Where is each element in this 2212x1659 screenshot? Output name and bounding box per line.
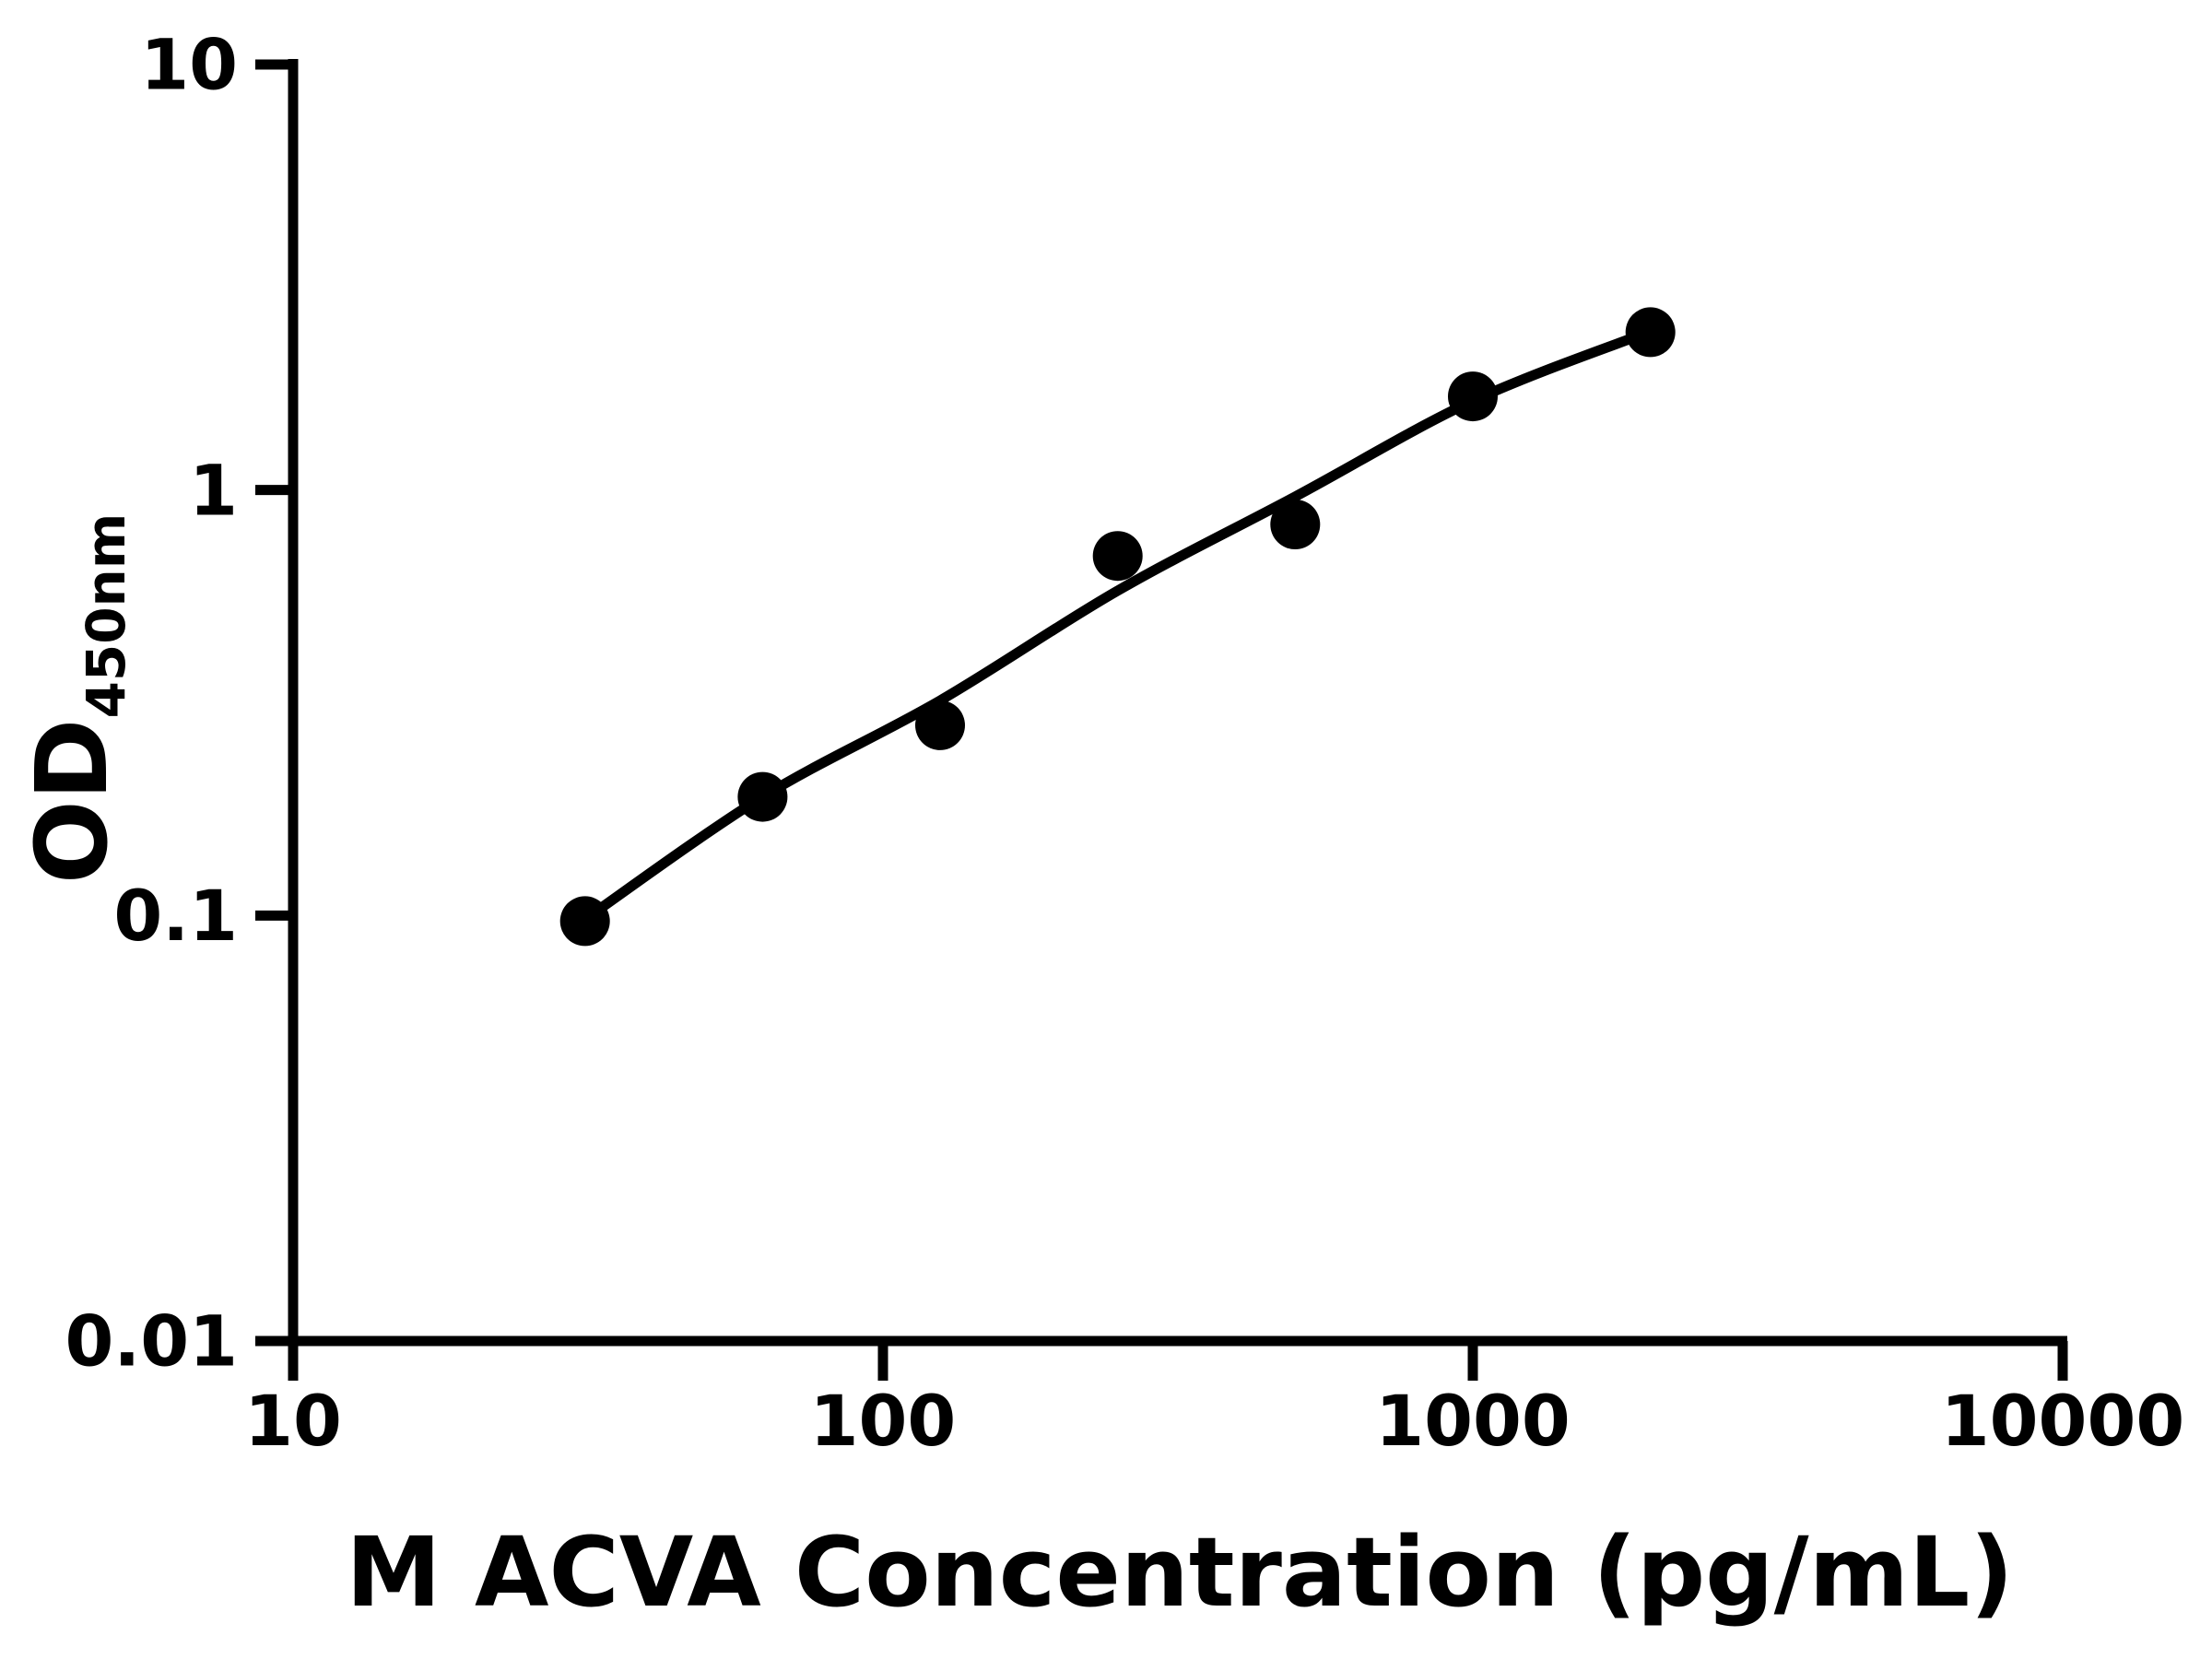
y-tick-label: 10: [140, 24, 238, 106]
x-axis-title: M ACVA Concentration (pg/mL): [346, 1516, 2014, 1629]
y-tick-label: 0.1: [113, 875, 238, 957]
data-point: [1625, 307, 1676, 358]
y-axis-title-main: OD: [16, 719, 130, 885]
x-tick-label: 100: [810, 1380, 957, 1462]
data-point: [915, 700, 965, 750]
x-tick-label: 1000: [1375, 1380, 1571, 1462]
x-tick-label: 10000: [1941, 1380, 2184, 1462]
data-point: [737, 771, 788, 822]
x-axis-ticks: 10 100 1000 10000: [244, 1341, 2184, 1462]
data-points: [559, 307, 1676, 947]
y-axis-ticks: 10 1 0.1 0.01: [65, 24, 293, 1382]
data-point: [1448, 371, 1498, 422]
y-tick-label: 0.01: [65, 1300, 238, 1382]
y-tick-label: 1: [189, 449, 238, 531]
axes: [255, 59, 2067, 1381]
data-point: [1270, 500, 1321, 549]
fitted-curve: [580, 326, 1656, 924]
y-axis-title-subscript: 450nm: [75, 513, 137, 719]
data-point: [1092, 531, 1143, 582]
y-axis-title: OD450nm: [16, 513, 137, 885]
data-point: [559, 896, 610, 947]
x-tick-label: 10: [244, 1380, 342, 1462]
